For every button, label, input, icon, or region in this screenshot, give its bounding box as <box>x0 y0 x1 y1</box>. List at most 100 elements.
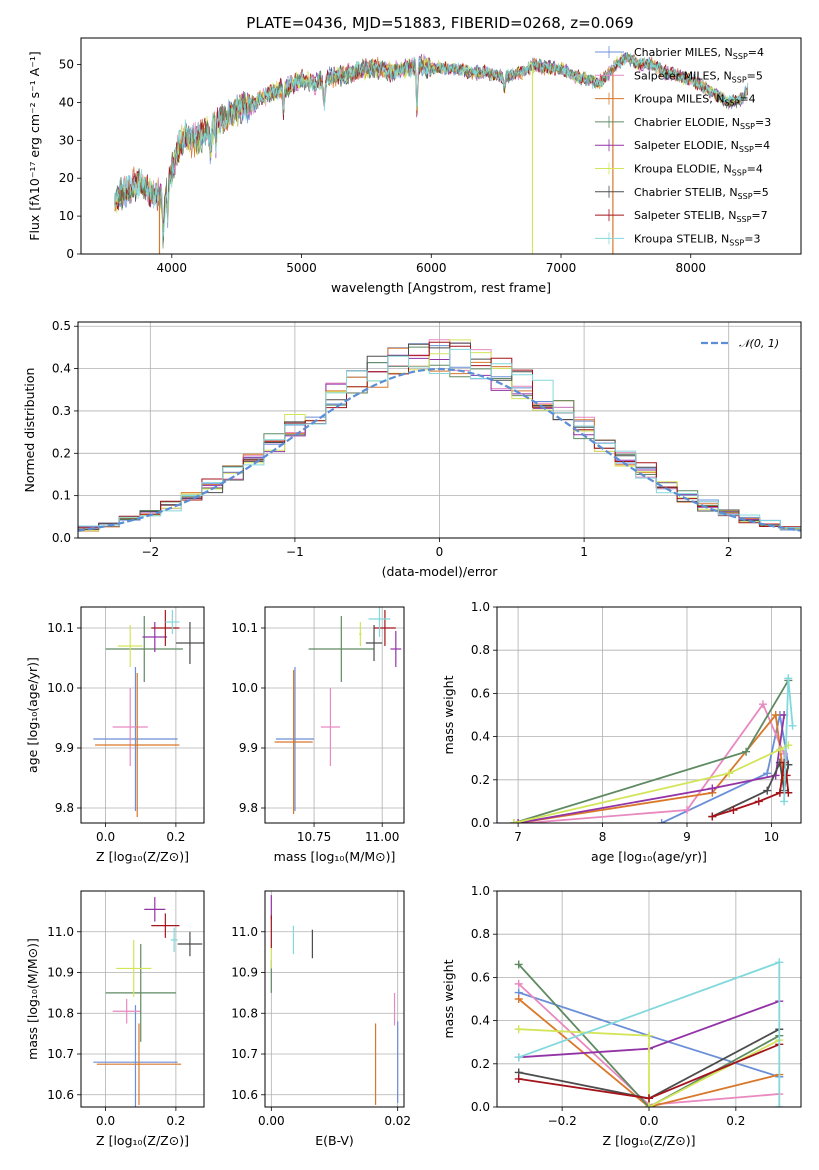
y-tick-label: 0.8 <box>471 643 490 657</box>
legend-n: N <box>731 139 739 152</box>
weight-marker <box>782 771 791 780</box>
histogram-step <box>78 339 801 538</box>
legend-label: Kroupa ELODIE, NSSP=4 <box>634 163 763 178</box>
errorbar-point <box>142 622 168 652</box>
errorbar-point <box>105 616 183 682</box>
x-tick-label: −1 <box>286 545 304 559</box>
panel-spectrum: PLATE=0436, MJD=51883, FIBERID=0268, z=0… <box>27 14 802 295</box>
y-axis-label: age [log₁₀(age/yr)] <box>25 657 40 773</box>
legend-subscript: SSP <box>740 122 755 131</box>
errorbar-point <box>374 610 396 646</box>
plot-area <box>270 895 399 1105</box>
y-tick-label: 9.8 <box>239 801 258 815</box>
x-axis-label: Z [log₁₀(Z/Z⊙)] <box>603 1133 696 1148</box>
y-tick-label: 10.0 <box>47 681 74 695</box>
legend-label: Salpeter MILES, NSSP=5 <box>634 69 763 84</box>
x-axis-label: E(B-V) <box>315 1133 354 1148</box>
errorbar-point <box>116 939 152 997</box>
weight-line <box>517 714 785 823</box>
legend-nssp: 3 <box>753 232 760 245</box>
errorbar-point <box>93 667 178 811</box>
legend-eq: = <box>739 93 748 106</box>
legend-n: N <box>732 116 740 129</box>
x-tick-label: 5000 <box>286 261 317 275</box>
errorbar-point <box>170 927 178 953</box>
legend-label: Chabrier STELIB, NSSP=5 <box>634 186 769 201</box>
y-tick-label: 0.0 <box>471 1100 490 1114</box>
y-tick-label: 10.9 <box>231 966 258 980</box>
weight-marker <box>784 674 793 683</box>
y-tick-label: 0.2 <box>471 773 490 787</box>
y-tick-label: 20 <box>59 171 74 185</box>
y-tick-label: 50 <box>59 58 74 72</box>
legend-n: N <box>729 186 737 199</box>
legend-entry: Chabrier ELODIE, NSSP=3 <box>595 115 771 131</box>
errorbar-point <box>320 688 340 766</box>
y-axis-label: mass weight <box>441 959 456 1038</box>
y-tick-label: 10.8 <box>231 1006 258 1020</box>
errorbar-point <box>151 610 180 646</box>
errorbar-point <box>117 625 143 667</box>
errorbar-point <box>308 616 375 682</box>
y-tick-label: 0.4 <box>52 362 71 376</box>
legend-n: N <box>721 232 729 245</box>
legend-name: Kroupa MILES <box>634 93 709 106</box>
legend-subscript: SSP <box>724 99 739 108</box>
normal-curve <box>78 367 801 532</box>
legend-name: Salpeter ELODIE <box>634 139 724 152</box>
x-tick-label: 8 <box>599 830 607 844</box>
x-tick-label: 10.75 <box>297 830 331 844</box>
y-tick-label: 0.5 <box>52 319 71 333</box>
legend-n: N <box>728 209 736 222</box>
plot-area <box>93 610 204 817</box>
y-axis-label: mass [log₁₀(M/M⊙)] <box>25 938 40 1060</box>
plot-area <box>509 674 797 823</box>
legend-subscript: SSP <box>729 238 744 247</box>
weight-marker <box>514 1074 523 1083</box>
x-tick-label: 10 <box>764 830 779 844</box>
y-tick-label: 9.8 <box>55 801 74 815</box>
weight-marker <box>788 721 797 730</box>
errorbar-point <box>105 943 176 1042</box>
legend-name: Kroupa ELODIE <box>634 163 716 176</box>
weight-marker <box>645 1103 653 1107</box>
y-tick-label: 10 <box>59 209 74 223</box>
axes-frame <box>80 606 205 824</box>
weight-line <box>518 1028 780 1107</box>
weight-marker <box>771 711 780 719</box>
legend-label: 𝒩(0, 1) <box>739 337 779 350</box>
errorbar-point <box>95 673 180 817</box>
weight-marker <box>683 806 691 815</box>
weight-line <box>518 963 780 1107</box>
weight-marker <box>514 819 523 823</box>
panel-mass-vs-Z: 0.0 0.2 10.6 10.7 10.8 10.9 11.0 Z [log₁₀(Z/Z⊙)… <box>25 890 205 1148</box>
legend-subscript: SSP <box>739 145 754 154</box>
plot-area <box>78 339 801 538</box>
y-tick-label: 10.1 <box>47 621 74 635</box>
legend-nssp: 4 <box>756 163 763 176</box>
weight-marker <box>514 1025 523 1034</box>
panel-mass-vs-EBV: 0.00 0.02 10.6 10.7 10.8 10.9 11.0 E(B-V) <box>231 890 411 1148</box>
weight-marker <box>657 819 666 823</box>
y-tick-label: 0.2 <box>52 446 71 460</box>
weight-marker <box>759 700 767 709</box>
histogram-step <box>78 341 801 538</box>
y-tick-label: 11.0 <box>47 925 74 939</box>
y-tick-label: 10.7 <box>47 1047 74 1061</box>
legend-entry: Kroupa ELODIE, NSSP=4 <box>595 162 763 178</box>
weight-line <box>513 744 789 823</box>
y-tick-label: 30 <box>59 133 74 147</box>
y-tick-label: 1.0 <box>471 600 490 614</box>
y-tick-label: 0.8 <box>471 927 490 941</box>
spectrum-line <box>114 52 749 237</box>
errorbar-point <box>274 670 313 814</box>
y-tick-label: 10.8 <box>47 1006 74 1020</box>
errorbar-point <box>275 667 315 811</box>
x-tick-label: 0.00 <box>258 1114 285 1128</box>
x-tick-label: −0.2 <box>548 1114 577 1128</box>
axes-frame <box>80 890 205 1108</box>
legend-label: Salpeter STELIB, NSSP=7 <box>634 209 768 224</box>
weight-line <box>518 998 780 1107</box>
axes-frame <box>80 37 802 255</box>
